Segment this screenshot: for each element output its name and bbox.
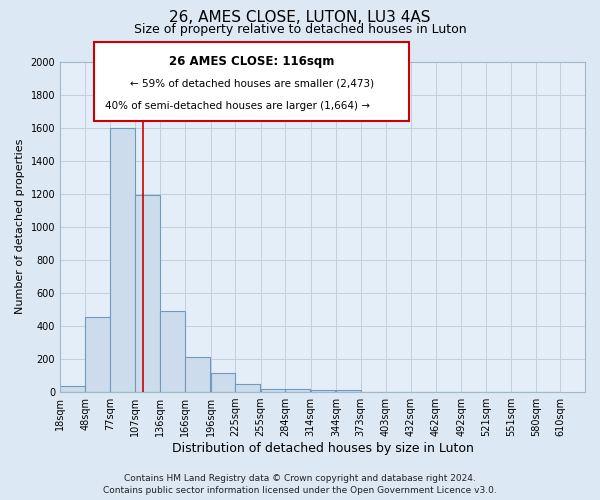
Bar — [136, 194, 160, 392]
Bar — [211, 373, 235, 392]
Text: 26, AMES CLOSE, LUTON, LU3 4AS: 26, AMES CLOSE, LUTON, LU3 4AS — [169, 10, 431, 25]
Text: 40% of semi-detached houses are larger (1,664) →: 40% of semi-detached houses are larger (… — [104, 101, 370, 111]
Bar — [261, 389, 285, 392]
Bar — [311, 390, 335, 392]
FancyBboxPatch shape — [94, 42, 409, 121]
Bar — [285, 389, 310, 392]
Bar — [235, 384, 260, 392]
X-axis label: Distribution of detached houses by size in Luton: Distribution of detached houses by size … — [172, 442, 473, 455]
Text: Contains HM Land Registry data © Crown copyright and database right 2024.
Contai: Contains HM Land Registry data © Crown c… — [103, 474, 497, 495]
Bar — [110, 128, 134, 392]
Text: 26 AMES CLOSE: 116sqm: 26 AMES CLOSE: 116sqm — [169, 55, 334, 68]
Text: Size of property relative to detached houses in Luton: Size of property relative to detached ho… — [134, 22, 466, 36]
Bar — [160, 311, 185, 392]
Bar — [85, 317, 110, 392]
Bar — [60, 386, 85, 392]
Bar — [185, 358, 210, 392]
Bar — [336, 390, 361, 392]
Y-axis label: Number of detached properties: Number of detached properties — [15, 139, 25, 314]
Text: ← 59% of detached houses are smaller (2,473): ← 59% of detached houses are smaller (2,… — [130, 78, 374, 88]
